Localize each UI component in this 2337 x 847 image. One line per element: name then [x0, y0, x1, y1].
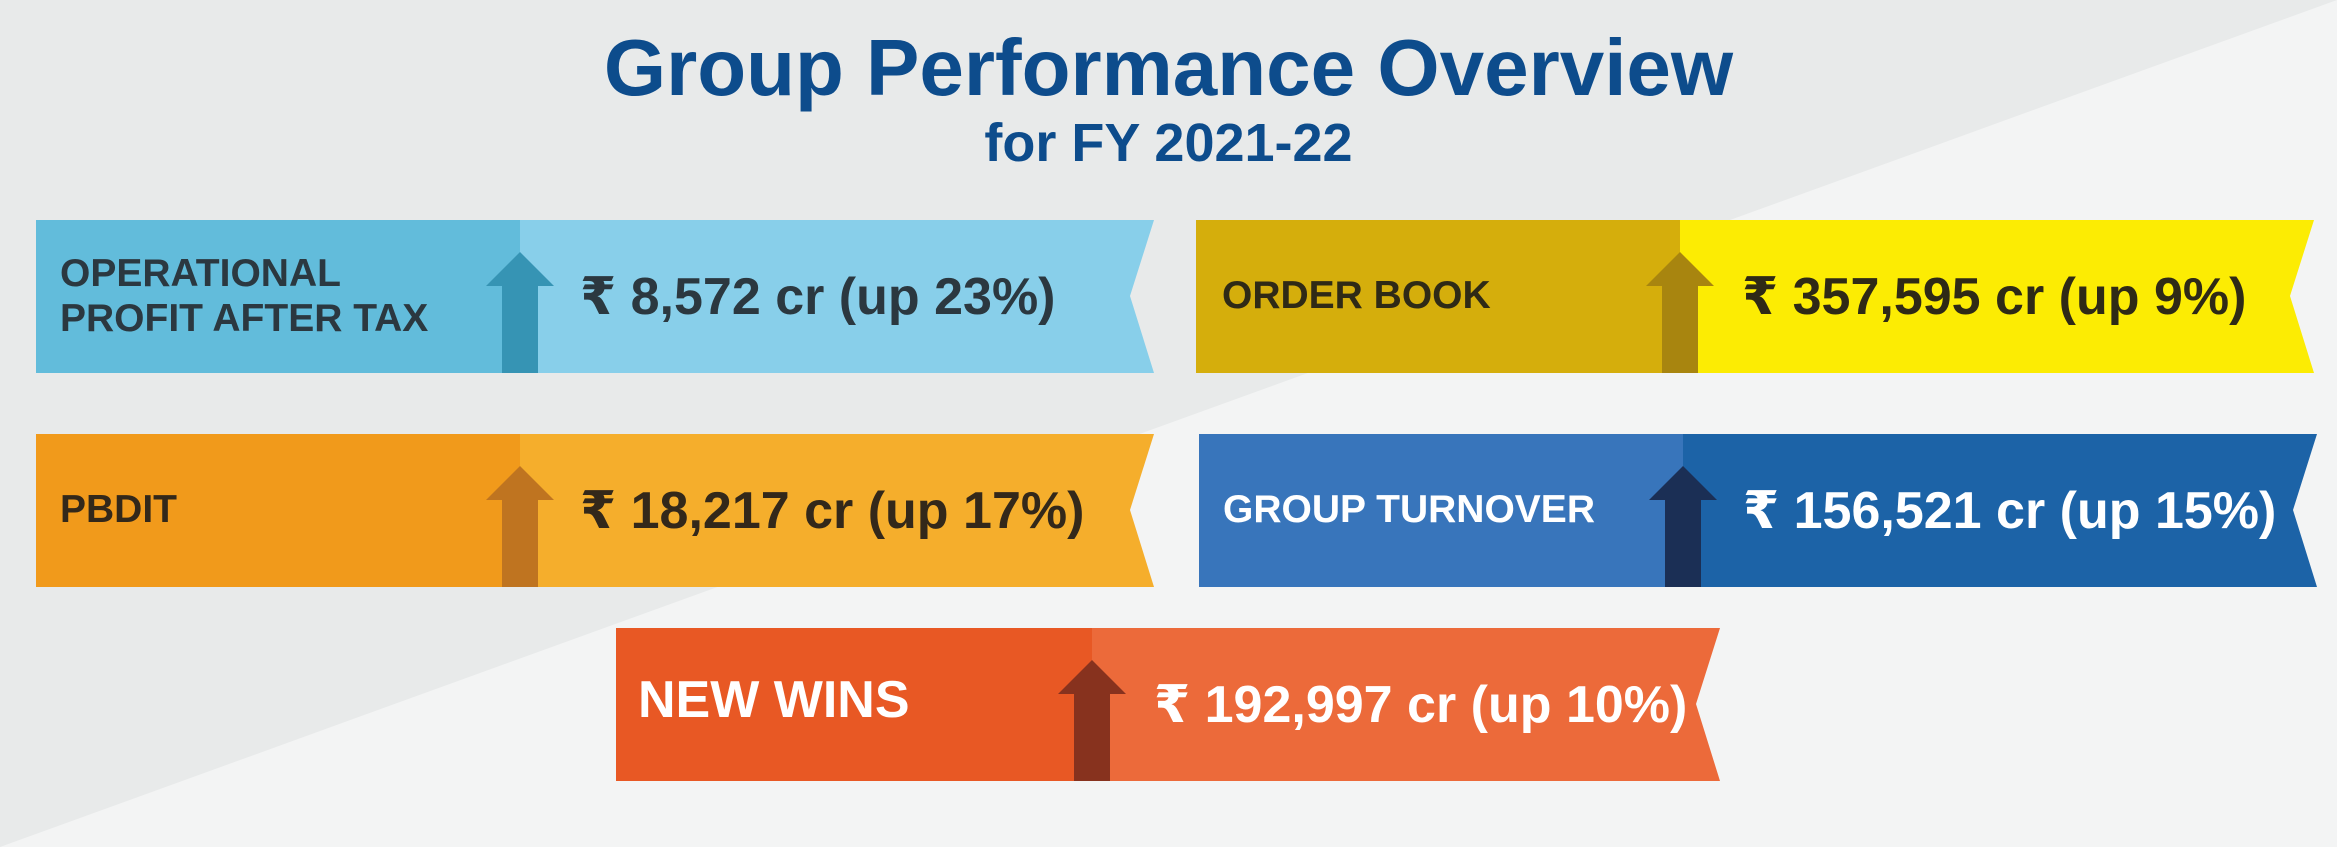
arrow-up-icon — [1649, 466, 1717, 587]
metric-label-line1: ORDER BOOK — [1222, 274, 1491, 318]
metric-label-line1: GROUP TURNOVER — [1223, 488, 1595, 532]
banner-shape — [616, 628, 1720, 781]
metric-value: ₹ 357,595 cr (up 9%) — [1742, 267, 2247, 326]
metric-value: ₹ 192,997 cr (up 10%) — [1154, 675, 1688, 734]
banner-shape — [36, 220, 1154, 373]
metric-label: ORDER BOOK — [1222, 220, 1662, 373]
page-title: Group Performance Overview — [603, 23, 1734, 112]
metric-label-line1: OPERATIONAL — [60, 251, 341, 295]
arrow-up-icon — [486, 466, 554, 587]
metric-banner-group-turnover: GROUP TURNOVER ₹ 156,521 cr (up 15%) — [1199, 434, 2317, 587]
metric-label-line1: NEW WINS — [638, 671, 910, 730]
metric-value: ₹ 156,521 cr (up 15%) — [1743, 481, 2277, 540]
metric-label-line1: PBDIT — [60, 488, 177, 532]
metric-value: ₹ 18,217 cr (up 17%) — [580, 481, 1085, 540]
metric-label: NEW WINS — [638, 628, 1058, 774]
arrow-up-icon — [486, 252, 554, 373]
banner-shape — [1199, 434, 2317, 587]
arrow-up-icon — [1646, 252, 1714, 373]
metric-banner-order-book: ORDER BOOK ₹ 357,595 cr (up 9%) — [1196, 220, 2314, 373]
metric-label: GROUP TURNOVER — [1223, 434, 1663, 587]
banner-shape — [1196, 220, 2314, 373]
arrow-up-icon — [1058, 660, 1126, 781]
metric-banner-pbdit: PBDIT ₹ 18,217 cr (up 17%) — [36, 434, 1154, 587]
page-subtitle: for FY 2021-22 — [984, 113, 1353, 173]
metric-label: PBDIT — [60, 434, 500, 587]
metric-label: OPERATIONAL PROFIT AFTER TAX — [60, 220, 500, 373]
metric-banner-new-wins: NEW WINS ₹ 192,997 cr (up 10%) — [616, 628, 1720, 781]
metric-value: ₹ 8,572 cr (up 23%) — [580, 267, 1056, 326]
banner-shape — [36, 434, 1154, 587]
metric-label-line2: PROFIT AFTER TAX — [60, 296, 429, 340]
metric-banner-operational-profit: OPERATIONAL PROFIT AFTER TAX ₹ 8,572 cr … — [36, 220, 1154, 373]
